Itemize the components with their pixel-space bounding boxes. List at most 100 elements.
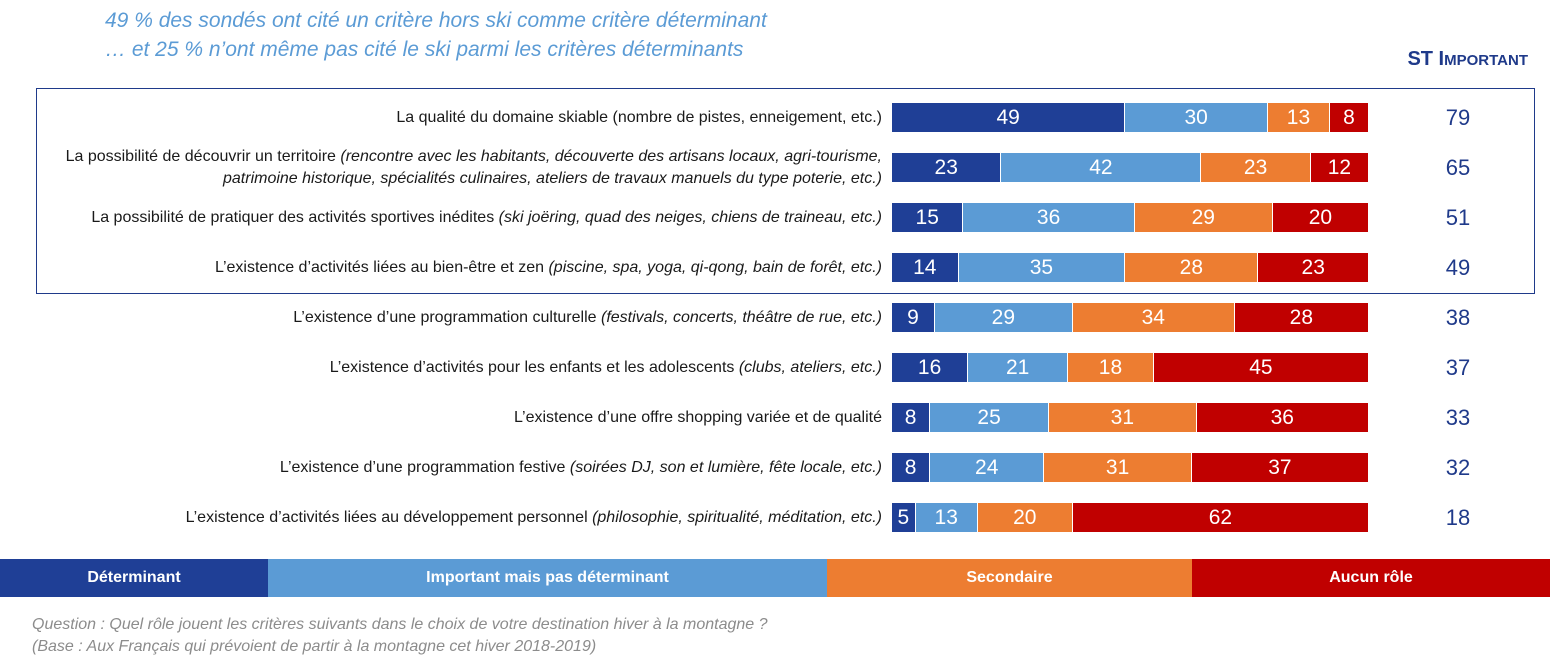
bar-segment-value: 36	[1036, 205, 1061, 229]
stacked-bar: 5 13 20 62	[892, 503, 1368, 532]
row-label-description: (philosophie, spiritualité, méditation, …	[592, 508, 882, 526]
row-label: La possibilité de pratiquer des activité…	[22, 207, 882, 229]
stacked-bar: 49 30 13 8	[892, 103, 1368, 132]
row-label-main: L’existence d’une programmation culturel…	[293, 308, 597, 326]
bar-segment-value: 21	[1005, 355, 1030, 379]
row-label: L’existence d’une programmation culturel…	[22, 307, 882, 329]
st-important-value: 37	[1445, 354, 1471, 380]
row-label-description: (soirées DJ, son et lumière, fête locale…	[569, 458, 882, 476]
bar-segment-value: 8	[1343, 105, 1355, 129]
bar-segment: 37	[1191, 453, 1368, 482]
bar-segment-value: 36	[1270, 405, 1294, 429]
row-label-main: L’existence d’une programmation festive	[279, 458, 566, 476]
bar-segment-value: 14	[913, 255, 937, 279]
row-label-description: (clubs, ateliers, etc.)	[738, 358, 882, 376]
stacked-bar: 8 24 31 37	[892, 453, 1368, 482]
bar-segment-value: 13	[1286, 105, 1311, 129]
row-label-main: La possibilité de découvrir un territoir…	[65, 147, 336, 165]
row-label-main: L’existence d’activités liées au bien-êt…	[214, 258, 545, 276]
legend-label: Important mais pas déterminant	[426, 569, 669, 586]
row-label-main: L’existence d’activités liées au dévelop…	[185, 508, 588, 526]
bar-segment-value: 13	[934, 505, 958, 529]
legend: Déterminant Important mais pas déterminan…	[0, 559, 1550, 597]
legend-label: Secondaire	[966, 569, 1053, 586]
footer-question: Question : Quel rôle jouent les critères…	[32, 616, 768, 633]
bar-segment-value: 18	[1098, 355, 1123, 379]
row-label-main: L’existence d’une offre shopping variée …	[514, 408, 882, 426]
row-label-description: (nombre de pistes, enneigement, etc.)	[612, 108, 882, 126]
bar-segment: 25	[930, 403, 1050, 432]
legend-item: Aucun rôle	[1192, 559, 1550, 597]
bar-segment: 42	[1001, 153, 1202, 182]
row-label-main: L’existence d’activités pour les enfants…	[329, 358, 735, 376]
bar-segment-value: 34	[1141, 305, 1165, 329]
bar-segment-value: 20	[1013, 505, 1037, 529]
bar-segment: 18	[1068, 353, 1154, 382]
bar-segment: 20	[1272, 203, 1368, 232]
stacked-bar: 14 35 28 23	[892, 253, 1368, 282]
row-label: L’existence d’une programmation festive …	[22, 457, 882, 479]
bar-segment-value: 45	[1249, 355, 1273, 379]
st-important-value: 33	[1445, 404, 1471, 430]
row-label-description: (festivals, concerts, théâtre de rue, et…	[600, 308, 882, 326]
bar-segment-value: 23	[1243, 155, 1268, 179]
legend-label: Aucun rôle	[1329, 569, 1413, 586]
st-important-value: 18	[1445, 504, 1471, 530]
row-label: L’existence d’activités liées au bien-êt…	[22, 257, 882, 279]
row-label-description: (piscine, spa, yoga, qi-qong, bain de fo…	[548, 258, 882, 276]
bar-segment: 24	[930, 453, 1045, 482]
row-label-description: (rencontre avec les habitants, découvert…	[223, 147, 882, 187]
bar-segment-value: 23	[934, 155, 958, 179]
bar-segment: 35	[958, 253, 1126, 282]
bar-segment: 15	[892, 203, 964, 232]
bar-segment: 9	[892, 303, 935, 332]
bar-segment-value: 31	[1105, 455, 1130, 479]
row-label-description: (ski joëring, quad des neiges, chiens de…	[498, 208, 882, 226]
bar-segment: 31	[1049, 403, 1197, 432]
bar-segment-value: 37	[1268, 455, 1292, 479]
legend-item: Déterminant	[0, 559, 268, 597]
stacked-bar: 23 42 23 12	[892, 153, 1368, 182]
bar-segment-value: 8	[904, 455, 917, 479]
row-label-main: La possibilité de pratiquer des activité…	[91, 208, 495, 226]
bar-segment-value: 15	[915, 205, 939, 229]
bar-segment-value: 28	[1179, 255, 1204, 279]
bar-segment: 23	[1201, 153, 1311, 182]
bar-segment: 12	[1310, 153, 1368, 182]
bar-segment-value: 42	[1089, 155, 1113, 179]
bar-segment: 5	[892, 503, 916, 532]
st-important-value: 79	[1445, 104, 1471, 130]
bar-segment: 8	[1329, 103, 1368, 132]
row-label-main: La qualité du domaine skiable	[396, 108, 609, 126]
bar-segment: 31	[1044, 453, 1192, 482]
bar-segment: 62	[1072, 503, 1368, 532]
bar-segment-value: 49	[996, 105, 1020, 129]
bar-segment-value: 62	[1208, 505, 1233, 529]
row-label: L’existence d’une offre shopping variée …	[22, 407, 882, 429]
bar-segment-value: 29	[1191, 205, 1215, 229]
bar-segment-value: 24	[975, 455, 999, 479]
bar-segment: 45	[1153, 353, 1368, 382]
st-important-value: 51	[1445, 204, 1471, 230]
stacked-bar: 9 29 34 28	[892, 303, 1368, 332]
bar-segment-value: 31	[1110, 405, 1135, 429]
bar-segment-value: 12	[1327, 155, 1352, 179]
st-important-value: 38	[1445, 304, 1471, 330]
bar-segment: 30	[1125, 103, 1269, 132]
bar-segment-value: 20	[1308, 205, 1333, 229]
stacked-bar: 15 36 29 20	[892, 203, 1368, 232]
legend-item: Secondaire	[827, 559, 1192, 597]
headline-line-2: … et 25 % n’ont même pas cité le ski par…	[105, 38, 744, 61]
stacked-bar: 16 21 18 45	[892, 353, 1368, 382]
st-important-value: 49	[1445, 254, 1471, 280]
bar-segment: 14	[892, 253, 959, 282]
bar-segment: 49	[892, 103, 1126, 132]
bar-segment: 8	[892, 453, 931, 482]
row-label: La possibilité de découvrir un territoir…	[22, 146, 882, 190]
bar-segment-value: 30	[1184, 105, 1208, 129]
bar-segment-value: 25	[977, 405, 1001, 429]
bar-segment: 34	[1072, 303, 1235, 332]
row-label: L’existence d’activités liées au dévelop…	[22, 507, 882, 529]
bar-segment: 13	[1268, 103, 1330, 132]
bar-segment-value: 16	[917, 355, 942, 379]
